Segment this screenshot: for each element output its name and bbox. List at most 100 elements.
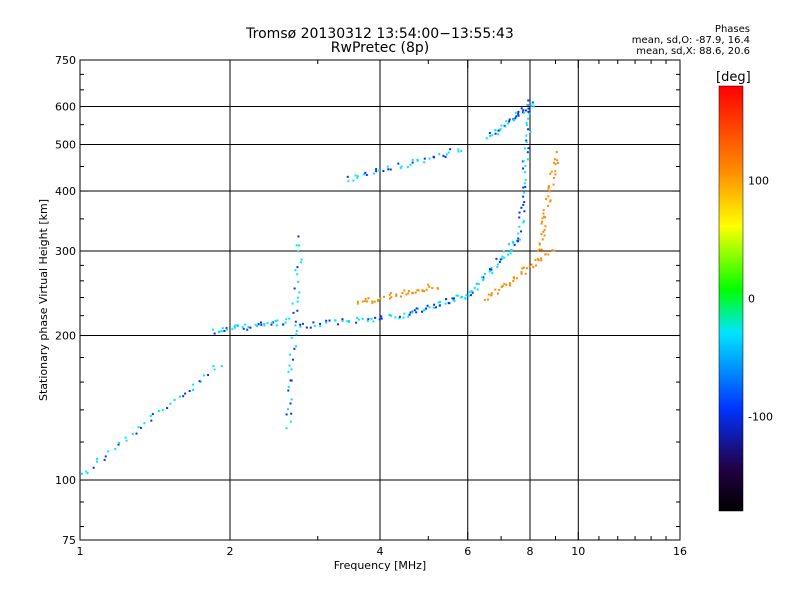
O-data-point (411, 311, 414, 314)
O-data-point (296, 300, 299, 303)
O-data-point (294, 320, 297, 323)
stats-title: Phases (714, 24, 750, 35)
chart-title: Tromsø 20130312 13:54:00−13:55:43 (246, 26, 514, 42)
X-data-point (544, 225, 547, 228)
O-data-point (433, 306, 436, 309)
O-data-point (488, 268, 491, 271)
X-data-point (549, 199, 552, 202)
X-data-point (552, 161, 555, 164)
X-data-point (540, 248, 543, 251)
O-data-point (444, 155, 447, 158)
X-data-point (537, 259, 540, 262)
O-data-point (150, 419, 153, 422)
O-data-point (372, 320, 375, 323)
O-data-point (294, 269, 297, 272)
colorbar-tick-label: 0 (748, 293, 755, 306)
X-data-point (416, 289, 419, 292)
O-data-point (375, 170, 378, 173)
O-data-point (363, 173, 366, 176)
O-data-point (293, 347, 296, 350)
y-tick-label: 500 (55, 139, 76, 152)
chart-subtitle: RwPretec (8p) (330, 40, 430, 56)
X-data-point (417, 289, 420, 292)
O-data-point (524, 185, 527, 188)
X-data-point (549, 172, 552, 175)
x-tick-label: 1 (77, 545, 84, 558)
grid (80, 60, 680, 540)
y-tick-label: 300 (55, 245, 76, 258)
X-data-point (551, 249, 554, 252)
X-data-point (483, 298, 486, 301)
O-data-point (341, 320, 344, 323)
O-data-point (298, 244, 301, 247)
X-data-point (377, 299, 380, 302)
O-data-point (403, 312, 406, 315)
O-data-point (490, 268, 493, 271)
X-data-point (528, 265, 531, 268)
O-data-point (290, 379, 293, 382)
X-data-point (554, 170, 557, 173)
O-data-point (223, 329, 226, 332)
X-data-point (513, 277, 516, 280)
X-data-point (399, 295, 402, 298)
O-data-point (483, 272, 486, 275)
x-tick-label: 16 (673, 545, 687, 558)
O-data-point (470, 294, 473, 297)
O-data-point (522, 109, 525, 112)
colorbar-tick-label: 100 (748, 174, 769, 187)
O-data-point (313, 324, 316, 327)
X-data-point (382, 295, 385, 298)
X-data-point (490, 292, 493, 295)
O-data-point (457, 150, 460, 153)
O-data-point (352, 179, 355, 182)
O-data-point (501, 255, 504, 258)
O-data-point (301, 322, 304, 325)
O-data-point (457, 148, 460, 151)
y-tick-label: 400 (55, 185, 76, 198)
O-data-point (173, 398, 176, 401)
X-data-point (366, 300, 369, 303)
O-data-point (325, 319, 328, 322)
O-data-point (347, 180, 350, 183)
O-data-point (470, 290, 473, 293)
O-data-point (394, 316, 397, 319)
X-data-point (536, 257, 539, 260)
O-data-point (309, 326, 312, 329)
O-data-point (118, 441, 121, 444)
O-data-point (526, 151, 529, 154)
O-data-point (456, 294, 459, 297)
X-data-point (553, 158, 556, 161)
O-data-point (531, 101, 534, 104)
O-data-point (151, 413, 154, 416)
O-data-point (367, 318, 370, 321)
O-data-point (378, 318, 381, 321)
O-data-point (355, 321, 358, 324)
O-data-point (241, 326, 244, 329)
X-data-point (542, 230, 545, 233)
axis-ticks: 1 2 4 6 8 10 16 75 100 200 300 400 500 600 750 100 0 -100 (55, 54, 773, 558)
O-data-point (526, 103, 529, 106)
O-data-point (509, 252, 512, 255)
O-data-point (489, 134, 492, 137)
O-data-point (212, 328, 215, 331)
X-data-point (414, 291, 417, 294)
O-data-point (523, 147, 526, 150)
O-data-point (299, 325, 302, 328)
O-data-point (117, 443, 120, 446)
O-data-point (523, 111, 526, 114)
O-data-point (284, 321, 287, 324)
O-data-point (518, 216, 521, 219)
X-data-point (553, 249, 556, 252)
O-data-point (296, 296, 299, 299)
O-data-point (221, 327, 224, 330)
O-data-point (244, 323, 247, 326)
X-data-point (548, 189, 551, 192)
O-data-point (417, 307, 420, 310)
X-data-point (364, 300, 367, 303)
O-data-point (290, 412, 293, 415)
X-data-point (401, 291, 404, 294)
O-data-point (290, 368, 293, 371)
O-data-point (504, 125, 507, 128)
X-data-point (554, 173, 557, 176)
O-data-point (523, 191, 526, 194)
